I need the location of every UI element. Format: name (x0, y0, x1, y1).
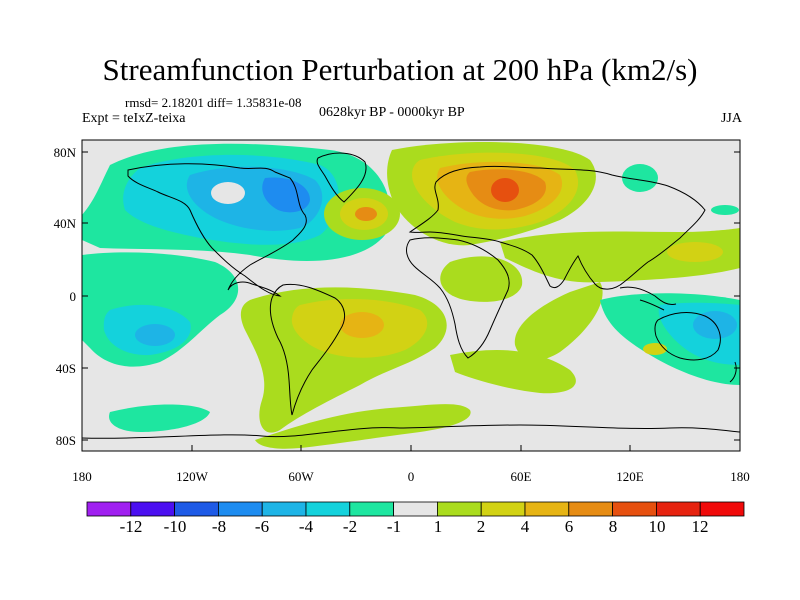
longitude-ticks (81, 445, 741, 451)
colorbar-label: 4 (521, 517, 530, 536)
contour-kamchatka-low (711, 205, 739, 215)
season-label: JJA (720, 111, 742, 126)
latitude-labels: 80N 40N 0 40S 80S (54, 145, 77, 448)
coastline-greenland (316, 152, 367, 203)
period-label: 0628kyr BP - 0000kyr BP (319, 105, 465, 120)
lon-label-180e: 180 (730, 469, 750, 484)
streamfunction-field (82, 141, 740, 449)
colorbar-label: -6 (255, 517, 269, 536)
colorbar-swatch (86, 501, 132, 517)
colorbar-label: -10 (164, 517, 187, 536)
contour-atlantic-high-core (355, 207, 377, 221)
contour-north-pacific-local (667, 242, 723, 262)
colorbar-label: -8 (212, 517, 226, 536)
colorbar-label: 12 (692, 517, 709, 536)
colorbar-label: -1 (387, 517, 401, 536)
lon-label-60e: 60E (511, 469, 532, 484)
contour-australia-high (643, 343, 667, 355)
colorbar-label: 2 (477, 517, 486, 536)
colorbar-label: -2 (343, 517, 357, 536)
coastline-europe-asia (408, 165, 706, 290)
contour-australia-core (693, 311, 737, 339)
colorbar-label: -4 (299, 517, 314, 536)
colorbar-swatch (130, 501, 176, 517)
lat-label-80n: 80N (54, 145, 77, 160)
coastline-antarctica (82, 424, 740, 439)
colorbar-swatch (174, 501, 219, 517)
lon-label-120e: 120E (616, 469, 644, 484)
contour-south-pacific-core (135, 324, 175, 346)
contour-south-atlantic-core (340, 312, 384, 338)
lon-label-120w: 120W (176, 469, 209, 484)
coastline-southeast-asia-islands (619, 286, 677, 311)
colorbar-label: 8 (609, 517, 618, 536)
lon-label-0: 0 (408, 469, 415, 484)
coastline-australia (654, 312, 721, 361)
colorbar-swatch (217, 501, 263, 517)
contour-southern-ocean-band (255, 404, 471, 449)
latitude-ticks (82, 151, 740, 441)
contour-south-pacific-high-lat (109, 404, 210, 432)
colorbar-swatch (524, 501, 570, 517)
colorbar-swatch (656, 501, 701, 517)
plot-title: Streamfunction Perturbation at 200 hPa (… (102, 52, 698, 87)
contour-siberia-low (622, 164, 658, 192)
contour-eurasia-max (491, 178, 519, 202)
contour-south-indian-band (450, 350, 576, 394)
colorbar-swatch (612, 501, 657, 517)
coastline-africa (406, 237, 510, 359)
contour-east-africa (440, 256, 523, 302)
colorbar-swatch (480, 501, 526, 517)
coastline-south-america (269, 283, 346, 416)
lon-label-180w: 180 (72, 469, 92, 484)
contour-indian-ocean-arm (514, 282, 603, 361)
colorbar-swatch (436, 501, 482, 517)
coastline-north-america (127, 163, 307, 297)
colorbar (86, 501, 745, 517)
colorbar-swatch (568, 501, 613, 517)
colorbar-labels: -12 -10 -8 -6 -4 -2 -1 1 2 4 6 8 10 12 (120, 517, 709, 536)
lon-label-60w: 60W (288, 469, 314, 484)
colorbar-swatch (393, 501, 438, 517)
coastline-new-zealand (729, 361, 737, 383)
rmsd-diff-stats: rmsd= 2.18201 diff= 1.35831e-08 (125, 95, 302, 110)
colorbar-label: 1 (434, 517, 443, 536)
colorbar-swatch (699, 501, 745, 517)
longitude-labels: 180 120W 60W 0 60E 120E 180 (72, 469, 750, 484)
colorbar-label: 10 (649, 517, 666, 536)
colorbar-label: -12 (120, 517, 143, 536)
lat-label-80s: 80S (56, 433, 76, 448)
contour-hudson-gap (211, 182, 245, 204)
experiment-label: Expt = teIxZ-teixa (82, 111, 186, 126)
lat-label-40n: 40N (54, 216, 77, 231)
lat-label-0: 0 (70, 289, 77, 304)
colorbar-label: 6 (565, 517, 574, 536)
colorbar-swatch (305, 501, 351, 517)
coastlines (82, 152, 740, 439)
colorbar-swatch (349, 501, 394, 517)
lat-label-40s: 40S (56, 361, 76, 376)
contour-asia-pacific-belt (500, 228, 740, 283)
contour-north-america-core (262, 177, 310, 213)
colorbar-swatch (261, 501, 307, 517)
